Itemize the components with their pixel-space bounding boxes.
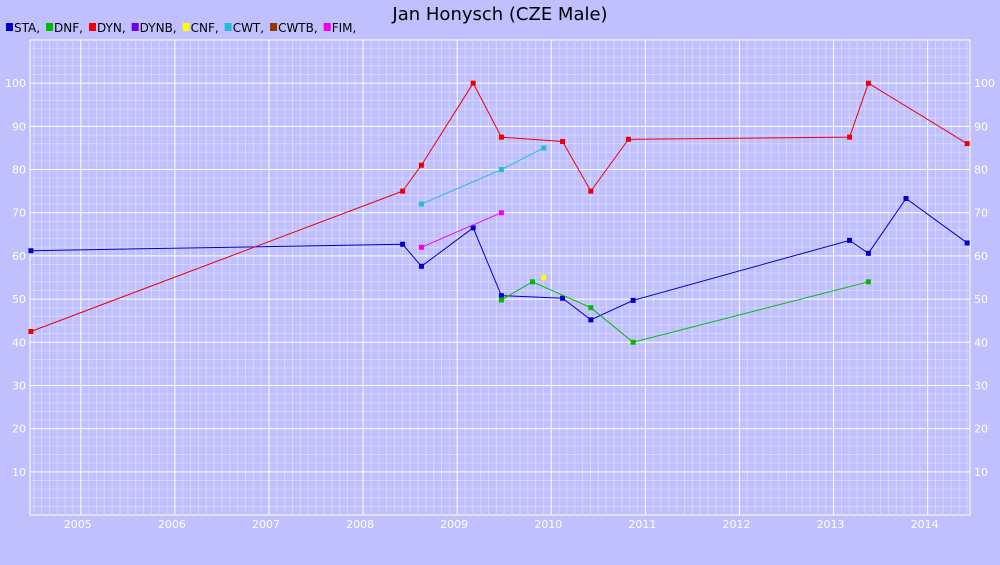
data-point <box>418 201 424 207</box>
y-tick-label-right: 100 <box>974 77 995 90</box>
legend: STA, DNF, DYN, DYNB, CNF, CWT, CWTB, FIM, <box>6 21 356 35</box>
data-point <box>588 317 594 323</box>
data-point <box>470 80 476 86</box>
data-point <box>498 167 504 173</box>
y-tick-label-right: 70 <box>974 207 988 220</box>
data-point <box>28 328 34 334</box>
legend-swatch <box>224 23 232 31</box>
y-tick-label-left: 40 <box>12 336 26 349</box>
x-tick-label: 2007 <box>252 518 280 531</box>
y-tick-label-left: 60 <box>12 250 26 263</box>
data-point <box>541 145 547 151</box>
y-tick-label-right: 80 <box>974 164 988 177</box>
y-tick-label-left: 100 <box>5 77 26 90</box>
legend-swatch <box>270 23 278 31</box>
series-line-fim <box>421 212 502 248</box>
data-point <box>865 80 871 86</box>
series-dyn <box>28 80 970 334</box>
data-point <box>560 138 566 144</box>
x-tick-label: 2014 <box>911 518 939 531</box>
data-point <box>400 188 406 194</box>
series-group <box>28 80 970 345</box>
x-tick-label: 2008 <box>346 518 374 531</box>
data-point <box>400 241 406 247</box>
data-point <box>865 250 871 256</box>
legend-swatch <box>88 23 96 31</box>
plot-area <box>29 39 971 516</box>
y-tick-label-right: 50 <box>974 293 988 306</box>
legend-swatch <box>182 23 190 31</box>
series-dnf <box>498 279 871 345</box>
legend-label: CWTB, <box>278 21 318 35</box>
y-tick-label-left: 90 <box>12 120 26 133</box>
x-tick-label: 2012 <box>722 518 750 531</box>
data-point <box>541 275 547 280</box>
legend-label: CWT, <box>233 21 264 35</box>
y-tick-label-right: 20 <box>974 423 988 436</box>
legend-label: DYNB, <box>140 21 177 35</box>
legend-label: CNF, <box>191 21 219 35</box>
data-point <box>903 195 909 201</box>
data-point <box>418 263 424 269</box>
series-line-sta <box>30 197 968 321</box>
legend-label: DNF, <box>54 21 83 35</box>
chart-title: Jan Honysch (CZE Male) <box>391 4 607 25</box>
tick-labels: 2005 2006 2007 2008 2009 2010 2011 2012 2013 2014… <box>5 77 995 531</box>
y-tick-label-right: 30 <box>974 379 988 392</box>
y-tick-label-left: 20 <box>12 423 26 436</box>
legend-label: DYN, <box>97 21 126 35</box>
data-point <box>588 305 594 311</box>
legend-swatch <box>323 23 331 31</box>
y-tick-label-right: 90 <box>974 120 988 133</box>
legend-swatch <box>131 23 139 31</box>
data-point <box>418 162 424 168</box>
data-point <box>498 293 504 299</box>
y-tick-label-left: 80 <box>12 164 26 177</box>
x-tick-label: 2010 <box>534 518 562 531</box>
data-point <box>847 237 853 243</box>
legend-label: FIM, <box>332 21 357 35</box>
data-point <box>498 134 504 140</box>
data-point <box>865 279 871 285</box>
data-point <box>630 339 636 345</box>
data-point <box>28 248 34 254</box>
data-point <box>847 134 853 140</box>
data-point <box>560 295 566 301</box>
data-point <box>498 297 504 303</box>
data-point <box>964 240 970 246</box>
data-point <box>625 136 631 142</box>
data-point <box>588 188 594 194</box>
legend-label: STA, <box>14 21 40 35</box>
x-tick-label: 2006 <box>158 518 186 531</box>
data-point <box>630 297 636 303</box>
legend-swatch <box>6 23 13 31</box>
y-tick-label-right: 10 <box>974 466 988 479</box>
y-tick-label-left: 30 <box>12 379 26 392</box>
data-point <box>964 141 970 147</box>
grid <box>29 39 971 516</box>
data-point <box>529 279 535 285</box>
series-cwt <box>418 145 547 207</box>
y-tick-label-right: 40 <box>974 336 988 349</box>
series-cnf <box>541 275 547 280</box>
y-tick-label-right: 60 <box>974 250 988 263</box>
x-tick-label: 2005 <box>64 518 92 531</box>
y-tick-label-left: 10 <box>12 466 26 479</box>
x-tick-label: 2013 <box>817 518 845 531</box>
x-tick-label: 2011 <box>628 518 656 531</box>
data-point <box>418 244 424 250</box>
y-tick-label-left: 70 <box>12 207 26 220</box>
series-sta <box>28 195 970 323</box>
data-point <box>470 225 476 231</box>
x-tick-label: 2009 <box>440 518 468 531</box>
data-point <box>498 210 504 216</box>
legend-swatch <box>46 23 54 31</box>
series-fim <box>418 210 504 250</box>
y-tick-label-left: 50 <box>12 293 26 306</box>
